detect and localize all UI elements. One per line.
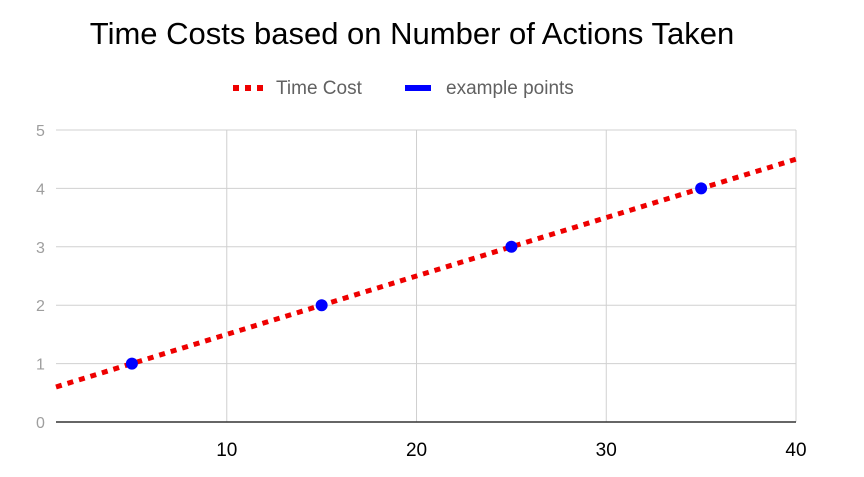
x-tick-label: 10 xyxy=(216,440,237,461)
example-point[interactable] xyxy=(695,182,708,195)
y-tick-label: 5 xyxy=(36,123,45,140)
y-axis-ticks: 0 1 2 3 4 5 xyxy=(36,123,45,432)
x-tick-label: 20 xyxy=(406,440,427,461)
x-tick-label: 30 xyxy=(596,440,617,461)
y-tick-label: 1 xyxy=(36,357,45,374)
legend: Time Cost example points xyxy=(233,78,574,99)
legend-item-time-cost[interactable]: Time Cost xyxy=(233,78,363,99)
legend-item-example-points[interactable]: example points xyxy=(405,78,574,99)
legend-swatch-example-points xyxy=(405,85,431,91)
grid xyxy=(56,129,797,422)
example-point[interactable] xyxy=(505,240,518,253)
x-tick-label: 40 xyxy=(785,440,806,461)
y-tick-label: 2 xyxy=(36,298,45,315)
example-point[interactable] xyxy=(315,299,328,312)
y-tick-label: 0 xyxy=(36,415,45,432)
y-tick-label: 4 xyxy=(36,181,45,198)
trendline-time-cost xyxy=(55,156,797,390)
legend-label-example-points: example points xyxy=(446,78,574,99)
chart-title: Time Costs based on Number of Actions Ta… xyxy=(90,16,734,51)
x-axis-ticks: 10 20 30 40 xyxy=(216,440,806,461)
y-tick-label: 3 xyxy=(36,240,45,257)
legend-label-time-cost: Time Cost xyxy=(276,78,363,99)
plot-area xyxy=(55,156,797,390)
example-point[interactable] xyxy=(125,357,138,370)
